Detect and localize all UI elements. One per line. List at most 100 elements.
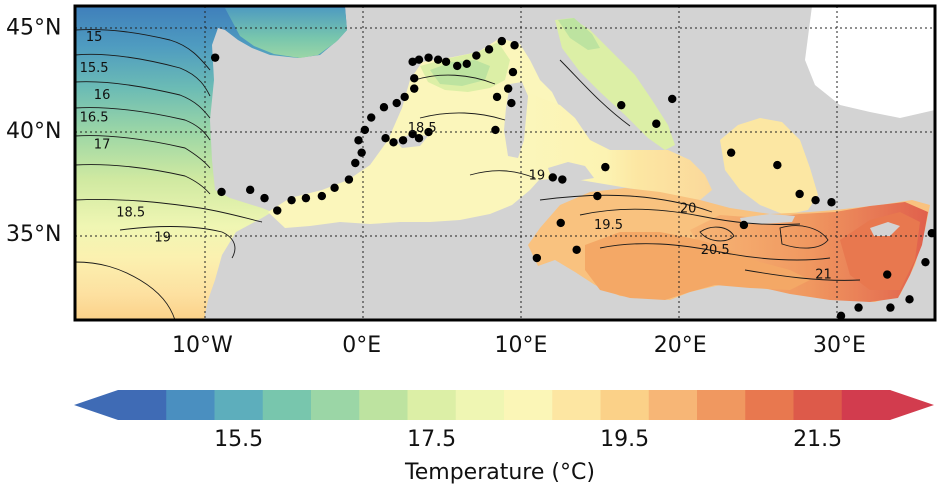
station-marker bbox=[245, 185, 255, 195]
contour-label: 16.5 bbox=[80, 111, 109, 126]
station-marker bbox=[510, 41, 519, 50]
station-marker bbox=[330, 183, 339, 192]
lon-tick-label: 20°E bbox=[654, 333, 707, 358]
station-marker bbox=[453, 61, 462, 71]
unmapped-region bbox=[805, 6, 935, 118]
station-marker bbox=[572, 245, 581, 254]
station-marker bbox=[408, 57, 417, 66]
station-marker bbox=[556, 218, 565, 228]
colorbar-segment bbox=[166, 390, 215, 420]
latitude-axis: 45°N 40°N 35°N bbox=[6, 16, 61, 248]
station-marker bbox=[217, 187, 226, 197]
contour-label: 19 bbox=[154, 231, 171, 246]
contour-label: 19 bbox=[529, 169, 546, 184]
contour-label: 20 bbox=[680, 202, 697, 217]
station-marker bbox=[414, 134, 424, 143]
station-marker bbox=[558, 175, 567, 184]
colorbar-segment bbox=[841, 390, 891, 420]
atlantic-ocean bbox=[75, 6, 347, 320]
lon-tick-label: 0°E bbox=[342, 333, 381, 358]
station-marker bbox=[921, 257, 930, 267]
station-marker bbox=[408, 129, 417, 139]
station-marker bbox=[491, 125, 500, 135]
colorbar-min-extend bbox=[74, 390, 118, 420]
colorbar-segment bbox=[745, 390, 794, 420]
colorbar-tick-label: 15.5 bbox=[214, 427, 263, 452]
longitude-axis: 10°W 0°E 10°E 20°E 30°E bbox=[172, 333, 866, 358]
station-marker bbox=[668, 94, 677, 104]
colorbar-tick-label: 17.5 bbox=[407, 427, 456, 452]
station-marker bbox=[381, 134, 390, 143]
station-marker bbox=[484, 45, 494, 54]
station-marker bbox=[497, 36, 507, 46]
station-marker bbox=[532, 253, 542, 263]
station-marker bbox=[287, 195, 296, 205]
contour-lines bbox=[75, 29, 861, 320]
contour-label: 15.5 bbox=[80, 61, 109, 76]
lat-tick-label: 45°N bbox=[6, 16, 61, 41]
contour-label: 21 bbox=[815, 268, 832, 283]
station-marker bbox=[367, 113, 376, 122]
aegean-sea bbox=[720, 118, 818, 215]
contour-label: 17 bbox=[94, 138, 111, 153]
colorbar-segment bbox=[118, 390, 167, 420]
colorbar-segment bbox=[552, 390, 601, 420]
station-marker bbox=[811, 195, 820, 205]
station-marker bbox=[424, 127, 433, 137]
station-marker bbox=[827, 198, 836, 207]
station-marker bbox=[492, 92, 502, 102]
contour-label: 20.5 bbox=[701, 243, 730, 258]
station-marker bbox=[351, 158, 360, 168]
station-marker bbox=[301, 193, 311, 203]
station-marker bbox=[433, 55, 443, 64]
colorbar-segment bbox=[407, 390, 457, 420]
station-marker bbox=[472, 51, 481, 60]
lon-tick-label: 10°W bbox=[172, 333, 233, 358]
station-marker bbox=[424, 53, 433, 62]
station-marker bbox=[507, 98, 516, 108]
colorbar-max-extend bbox=[890, 390, 934, 420]
station-marker bbox=[410, 84, 419, 93]
colorbar-segment bbox=[455, 390, 505, 420]
station-markers bbox=[210, 36, 935, 320]
station-marker bbox=[854, 303, 863, 312]
libyan-sea bbox=[585, 232, 810, 300]
temperature-colorbar: 15.5 17.5 19.5 21.5 bbox=[74, 390, 934, 452]
crete bbox=[740, 214, 795, 224]
adriatic-sea bbox=[555, 18, 675, 150]
colorbar-segment bbox=[600, 390, 650, 420]
station-marker bbox=[548, 173, 557, 182]
colorbar-segment bbox=[648, 390, 698, 420]
station-marker bbox=[317, 191, 327, 201]
station-marker bbox=[410, 74, 419, 83]
station-marker bbox=[441, 57, 451, 66]
station-marker bbox=[739, 220, 749, 230]
station-marker bbox=[927, 229, 935, 238]
northern-adriatic bbox=[558, 18, 600, 50]
colorbar-segment bbox=[697, 390, 746, 420]
station-marker bbox=[398, 136, 408, 145]
colorbar-segment bbox=[311, 390, 360, 420]
station-marker bbox=[273, 206, 282, 215]
station-marker bbox=[344, 175, 354, 184]
station-marker bbox=[260, 193, 269, 203]
station-marker bbox=[357, 148, 366, 157]
contour-label: 19.5 bbox=[594, 218, 623, 233]
station-marker bbox=[795, 189, 804, 199]
station-marker bbox=[360, 125, 370, 135]
warm-core-cyprus bbox=[840, 212, 920, 290]
station-marker bbox=[617, 100, 626, 110]
station-marker bbox=[726, 148, 736, 157]
bay-of-biscay bbox=[225, 8, 347, 58]
station-marker bbox=[354, 136, 363, 145]
lon-tick-label: 30°E bbox=[813, 333, 866, 358]
contour-label: 16 bbox=[94, 88, 111, 103]
colorbar-segment bbox=[214, 390, 264, 420]
colorbar-segment bbox=[793, 390, 843, 420]
gulf-of-lion bbox=[430, 60, 490, 86]
station-marker bbox=[392, 98, 401, 108]
contour-label: 18.5 bbox=[408, 121, 437, 136]
station-marker bbox=[601, 162, 610, 172]
colorbar-tick-label: 21.5 bbox=[793, 427, 842, 452]
